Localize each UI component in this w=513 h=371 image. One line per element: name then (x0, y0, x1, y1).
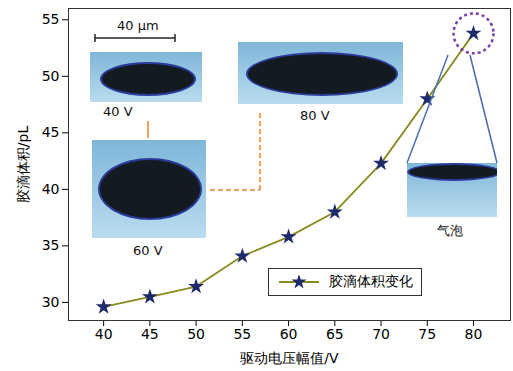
svg-text:55: 55 (233, 326, 251, 342)
html-text:40 μm: 40 μm (117, 18, 159, 33)
svg-text:80: 80 (465, 326, 483, 342)
svg-text:45: 45 (42, 124, 60, 140)
html-text:60 V: 60 V (133, 243, 163, 258)
svg-text:35: 35 (42, 237, 60, 253)
svg-text:40: 40 (42, 181, 60, 197)
html-text:胶滴体积变化: 胶滴体积变化 (329, 273, 413, 289)
html-text:气泡: 气泡 (437, 223, 463, 238)
svg-text:55: 55 (42, 11, 60, 27)
svg-text:驱动电压幅值/V: 驱动电压幅值/V (240, 350, 339, 366)
html-text:80 V: 80 V (300, 108, 330, 123)
svg-text:75: 75 (418, 326, 436, 342)
html-text:40 V: 40 V (103, 104, 133, 119)
svg-text:70: 70 (372, 326, 390, 342)
svg-text:40: 40 (95, 326, 113, 342)
svg-text:65: 65 (326, 326, 344, 342)
svg-text:50: 50 (42, 68, 60, 84)
svg-text:50: 50 (187, 326, 205, 342)
svg-text:60: 60 (280, 326, 298, 342)
svg-text:胶滴体积/pL: 胶滴体积/pL (15, 126, 31, 204)
svg-text:45: 45 (141, 326, 159, 342)
svg-text:30: 30 (42, 294, 60, 310)
